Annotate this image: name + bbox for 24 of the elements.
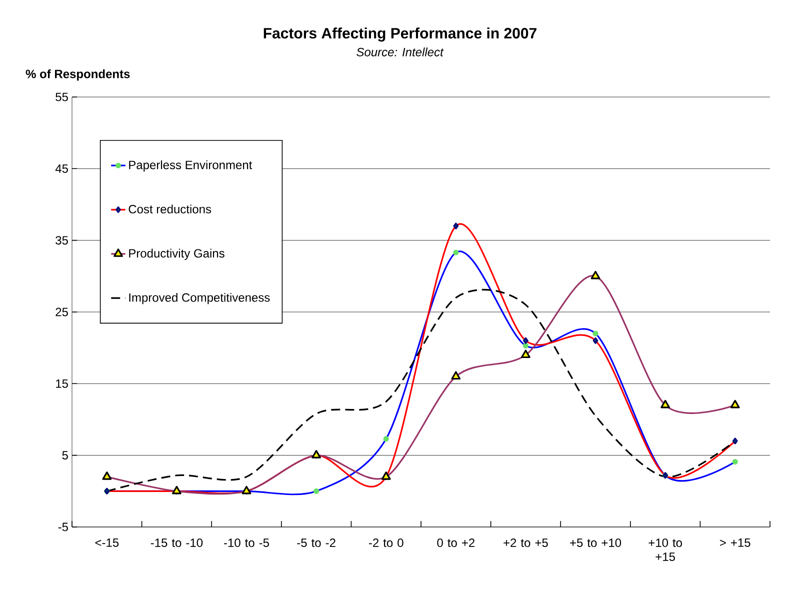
y-tick-label: 15 [56,379,68,388]
y-tick-label: 45 [55,164,68,173]
x-tick-label: > +15 [720,538,750,547]
x-tick-label: +2 to +5 [504,538,548,548]
x-tick-label: +5 to +10 [570,538,622,548]
legend-label: Cost reductions [128,204,212,214]
x-tick-label: <-15 [95,538,119,547]
y-tick-label: 55 [56,92,68,102]
legend-label: Improved Competitiveness [129,292,270,304]
chart-subtitle: Source: Intellect [356,48,444,56]
chart-title: Factors Affecting Performance in 2007 [264,28,536,42]
x-tick-label: -15 to -10 [150,538,203,548]
x-tick-label: +10 to +15 [648,538,682,562]
x-tick-label: -5 to -2 [297,538,336,548]
y-tick-label: -5 [58,522,68,532]
x-tick-label: -10 to -5 [224,538,269,548]
y-tick-label: 35 [56,236,68,245]
x-tick-label: -2 to 0 [368,538,404,548]
y-axis-title: % of Respondents [26,69,130,81]
legend-label: Paperless Environment [129,160,252,172]
y-tick-label: 25 [56,308,68,316]
legend-label: Productivity Gains [129,248,224,260]
x-tick-label: 0 to +2 [437,538,474,548]
y-tick-label: 5 [62,451,68,460]
